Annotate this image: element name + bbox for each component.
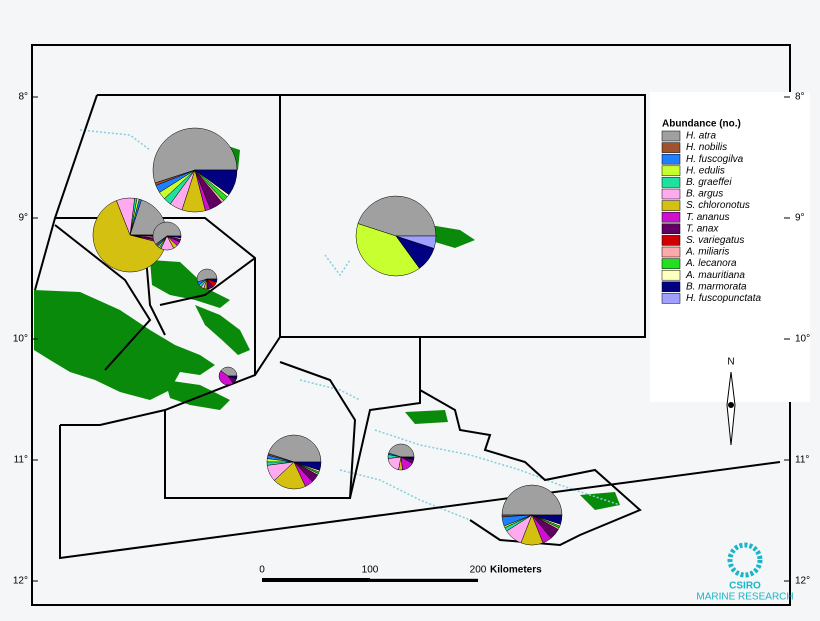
lat-label: 10° xyxy=(795,334,810,345)
scale-label: 200 xyxy=(470,565,487,576)
scale-unit: Kilometers xyxy=(490,565,542,576)
legend-label: H. nobilis xyxy=(686,142,727,153)
legend-title: Abundance (no.) xyxy=(662,119,741,130)
pie-slice xyxy=(152,221,182,245)
pie-slice xyxy=(293,461,322,471)
legend-label: S. variegatus xyxy=(686,235,744,246)
legend-label: H. atra xyxy=(686,131,716,142)
pie-slice xyxy=(501,484,563,516)
legend-swatch xyxy=(661,153,681,165)
legend-swatch xyxy=(661,142,681,153)
legend-swatch xyxy=(661,130,681,142)
lat-label: 11° xyxy=(795,455,809,466)
legend-label: T. ananus xyxy=(686,212,730,223)
north-arrow xyxy=(726,371,736,446)
legend-swatch xyxy=(661,165,681,177)
legend-swatch xyxy=(661,177,681,188)
legend-label: A. lecanora xyxy=(685,258,737,269)
legend-label: H. fuscogilva xyxy=(686,154,744,165)
lat-label: 12° xyxy=(13,576,28,587)
legend-swatch xyxy=(661,269,681,281)
scale-label: 100 xyxy=(362,565,379,576)
legend-label: A. miliaris xyxy=(685,247,729,258)
pie-slice xyxy=(531,514,563,525)
lat-label: 11° xyxy=(14,455,28,466)
pie-slice xyxy=(268,434,322,463)
pie-slice xyxy=(206,278,218,283)
lat-label: 12° xyxy=(795,576,810,587)
pie-slice xyxy=(220,366,238,377)
legend-label: B. graeffei xyxy=(686,177,732,188)
legend-swatch xyxy=(661,258,681,269)
legend-label: H. edulis xyxy=(686,165,725,176)
legend-swatch xyxy=(661,293,681,304)
lat-label: 8° xyxy=(795,92,805,103)
legend-label: T. anax xyxy=(686,223,719,234)
legend-swatch xyxy=(661,281,681,293)
pie-slice xyxy=(92,200,167,273)
pie-slice xyxy=(227,375,238,380)
legend-swatch xyxy=(661,188,681,200)
north-label: N xyxy=(727,357,734,368)
pie-slice xyxy=(152,127,238,184)
pie-slice xyxy=(218,370,234,386)
legend-swatch xyxy=(661,246,681,258)
legend-swatch xyxy=(661,223,681,235)
north-hub xyxy=(728,402,734,408)
land xyxy=(34,145,620,510)
lat-label: 8° xyxy=(18,92,28,103)
legend-label: B. argus xyxy=(686,189,723,200)
legend-label: A. mauritiana xyxy=(685,270,745,281)
pie-slice xyxy=(355,223,420,277)
lat-label: 9° xyxy=(18,213,28,224)
logo-name: CSIRO xyxy=(729,581,761,592)
logo-subtitle: MARINE RESEARCH xyxy=(696,592,793,603)
legend-swatch xyxy=(661,235,681,246)
scale-label: 0 xyxy=(259,565,265,576)
legend-label: B. marmorata xyxy=(686,281,747,292)
legend-swatch xyxy=(661,200,681,211)
pie-slice xyxy=(395,235,437,249)
lat-label: 10° xyxy=(13,334,28,345)
legend-label: H. fuscopunctata xyxy=(686,293,761,304)
legend-label: S. chloronotus xyxy=(686,200,750,211)
pie-slice xyxy=(357,195,437,237)
pie-slice xyxy=(194,169,238,196)
legend-swatch xyxy=(661,211,681,223)
lat-label: 9° xyxy=(795,213,805,224)
pie-slice xyxy=(388,443,415,458)
reefs xyxy=(79,129,621,541)
pie-slice xyxy=(400,456,415,460)
logo-mark xyxy=(727,542,763,578)
pie-slice xyxy=(166,235,182,239)
